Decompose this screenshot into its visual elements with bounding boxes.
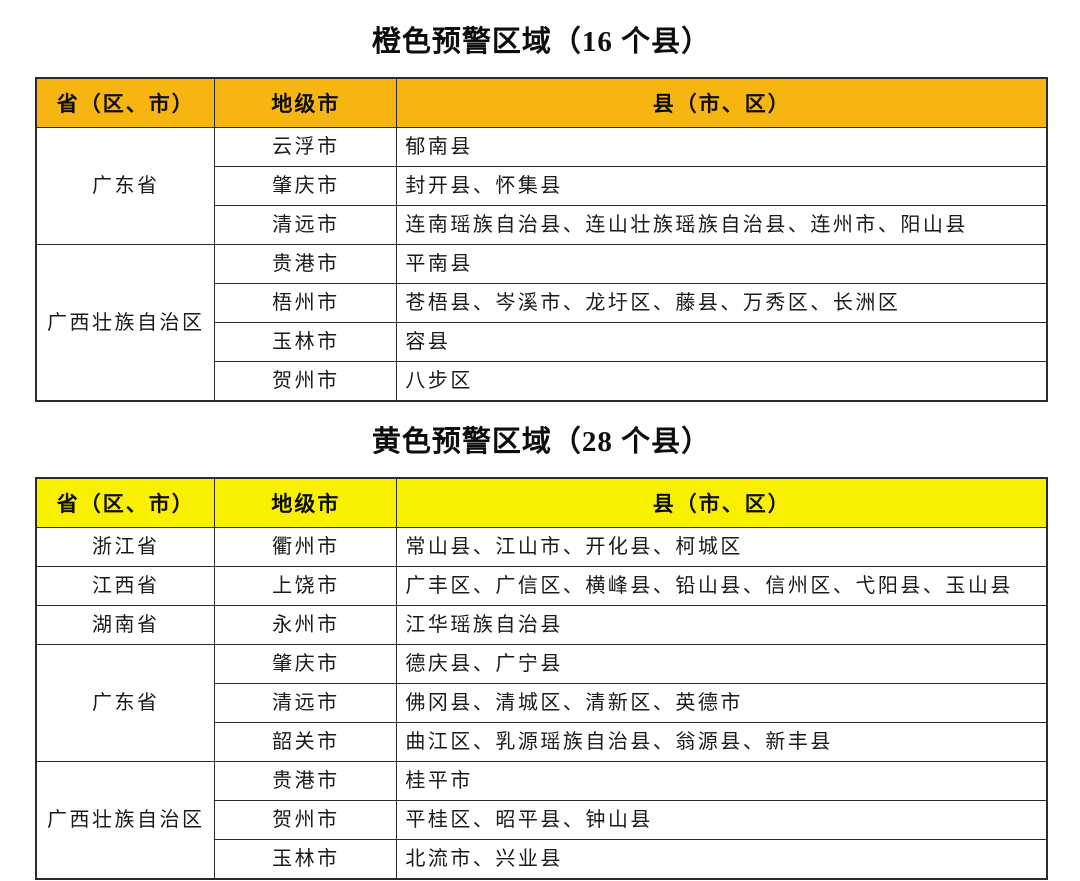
table-row: 肇庆市 封开县、怀集县 bbox=[36, 166, 1048, 206]
counties-cell: 曲江区、乳源瑶族自治县、翁源县、新丰县 bbox=[396, 722, 1048, 762]
table-row: 玉林市 北流市、兴业县 bbox=[36, 839, 1048, 880]
orange-table-title: 橙色预警区域（16 个县） bbox=[371, 26, 712, 58]
table-row: 清远市 连南瑶族自治县、连山壮族瑶族自治县、连州市、阳山县 bbox=[36, 205, 1048, 245]
table-row: 韶关市 曲江区、乳源瑶族自治县、翁源县、新丰县 bbox=[36, 722, 1048, 762]
counties-cell: 佛冈县、清城区、清新区、英德市 bbox=[396, 683, 1048, 723]
city-cell: 清远市 bbox=[214, 683, 398, 723]
city-cell: 肇庆市 bbox=[214, 644, 398, 684]
counties-cell: 德庆县、广宁县 bbox=[396, 644, 1048, 684]
city-cell: 贵港市 bbox=[214, 244, 398, 284]
table-row: 湖南省 永州市 江华瑶族自治县 bbox=[35, 605, 1048, 645]
province-cell: 广西壮族自治区 bbox=[35, 761, 216, 880]
header-row: 省（区、市） 地级市 县（市、区） bbox=[35, 77, 1048, 128]
counties-cell: 封开县、怀集县 bbox=[396, 166, 1048, 206]
city-cell: 衢州市 bbox=[214, 527, 398, 567]
city-cell: 贵港市 bbox=[214, 761, 398, 801]
column-header-2: 县（市、区） bbox=[396, 77, 1048, 128]
yellow-table-title: 黄色预警区域（28 个县） bbox=[371, 426, 712, 458]
province-cell: 江西省 bbox=[35, 566, 216, 606]
city-cell: 清远市 bbox=[214, 205, 398, 245]
province-cell: 浙江省 bbox=[35, 527, 216, 567]
city-cell: 贺州市 bbox=[214, 361, 398, 402]
table-row: 玉林市 容县 bbox=[36, 322, 1048, 362]
table-row: 浙江省 衢州市 常山县、江山市、开化县、柯城区 bbox=[35, 527, 1048, 567]
table-row: 广西壮族自治区 贵港市 桂平市 bbox=[35, 761, 1048, 880]
province-cell: 广东省 bbox=[35, 127, 216, 245]
column-header-1: 地级市 bbox=[214, 77, 398, 128]
province-cell: 广西壮族自治区 bbox=[35, 244, 216, 402]
table-row: 广东省 云浮市 郁南县 bbox=[35, 127, 1048, 245]
column-header-0: 省（区、市） bbox=[35, 477, 216, 528]
counties-cell: 江华瑶族自治县 bbox=[396, 605, 1048, 645]
counties-cell: 桂平市 bbox=[396, 761, 1048, 801]
city-cell: 云浮市 bbox=[214, 127, 398, 167]
orange-warning-table: 省（区、市） 地级市 县（市、区） 广东省 云浮市 郁南县 肇庆市 封开县、怀集县 清远市 连南… bbox=[35, 77, 1048, 402]
orange-warning-section: 橙色预警区域（16 个县） 省（区、市） 地级市 县（市、区） 广东省 云浮市 郁南县肇… bbox=[35, 2, 1048, 402]
table-row: 梧州市 苍梧县、岑溪市、龙圩区、藤县、万秀区、长洲区 bbox=[36, 283, 1048, 323]
counties-cell: 八步区 bbox=[396, 361, 1048, 402]
counties-cell: 平南县 bbox=[396, 244, 1048, 284]
column-header-1: 地级市 bbox=[214, 477, 398, 528]
counties-cell: 郁南县 bbox=[396, 127, 1048, 167]
counties-cell: 平桂区、昭平县、钟山县 bbox=[396, 800, 1048, 840]
city-cell: 肇庆市 bbox=[214, 166, 398, 206]
header-row: 省（区、市） 地级市 县（市、区） bbox=[35, 477, 1048, 528]
table-row: 贺州市 八步区 bbox=[36, 361, 1048, 402]
city-cell: 上饶市 bbox=[214, 566, 398, 606]
table-row: 广西壮族自治区 贵港市 平南县 bbox=[35, 244, 1048, 402]
table-row: 清远市 佛冈县、清城区、清新区、英德市 bbox=[36, 683, 1048, 723]
city-cell: 梧州市 bbox=[214, 283, 398, 323]
table-row: 贺州市 平桂区、昭平县、钟山县 bbox=[36, 800, 1048, 840]
city-cell: 韶关市 bbox=[214, 722, 398, 762]
counties-cell: 容县 bbox=[396, 322, 1048, 362]
column-header-2: 县（市、区） bbox=[396, 477, 1048, 528]
city-cell: 永州市 bbox=[214, 605, 398, 645]
counties-cell: 常山县、江山市、开化县、柯城区 bbox=[396, 527, 1048, 567]
yellow-warning-table: 省（区、市） 地级市 县（市、区） 浙江省 衢州市 常山县、江山市、开化县、柯城区 江西省… bbox=[35, 477, 1048, 880]
yellow-warning-section: 黄色预警区域（28 个县） 省（区、市） 地级市 县（市、区） 浙江省 衢州市 常山县、… bbox=[35, 402, 1048, 880]
column-header-0: 省（区、市） bbox=[35, 77, 216, 128]
city-cell: 贺州市 bbox=[214, 800, 398, 840]
city-cell: 玉林市 bbox=[214, 839, 398, 880]
counties-cell: 连南瑶族自治县、连山壮族瑶族自治县、连州市、阳山县 bbox=[396, 205, 1048, 245]
counties-cell: 广丰区、广信区、横峰县、铅山县、信州区、弋阳县、玉山县 bbox=[396, 566, 1048, 606]
table-row: 广东省 肇庆市 德庆县、广宁县 bbox=[35, 644, 1048, 762]
counties-cell: 苍梧县、岑溪市、龙圩区、藤县、万秀区、长洲区 bbox=[396, 283, 1048, 323]
city-cell: 玉林市 bbox=[214, 322, 398, 362]
table-row: 江西省 上饶市 广丰区、广信区、横峰县、铅山县、信州区、弋阳县、玉山县 bbox=[35, 566, 1048, 606]
counties-cell: 北流市、兴业县 bbox=[396, 839, 1048, 880]
province-cell: 湖南省 bbox=[35, 605, 216, 645]
province-cell: 广东省 bbox=[35, 644, 216, 762]
